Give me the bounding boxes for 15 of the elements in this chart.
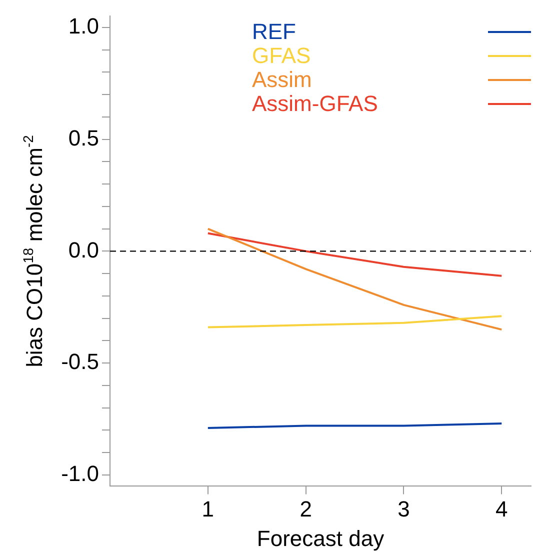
y-tick-label: 1.0 [68, 13, 99, 38]
x-tick-label: 4 [496, 496, 508, 522]
text: GFAS [252, 43, 311, 68]
x-axis-title: Forecast day [256, 526, 384, 551]
x-tick-label: 2 [300, 496, 312, 522]
text: REF [252, 19, 296, 44]
y-tick-label: -1.0 [61, 461, 99, 486]
text: Assim [252, 67, 312, 92]
x-tick-label: 1 [202, 496, 214, 522]
text: Assim-GFAS [252, 91, 378, 116]
x-tick-label: 3 [398, 496, 410, 522]
y-axis-title: bias CO1018 molec cm-2 [20, 134, 47, 368]
y-tick-label: -0.5 [61, 349, 99, 374]
y-tick-label: 0.5 [68, 125, 99, 150]
y-tick-label: 0.0 [68, 237, 99, 262]
